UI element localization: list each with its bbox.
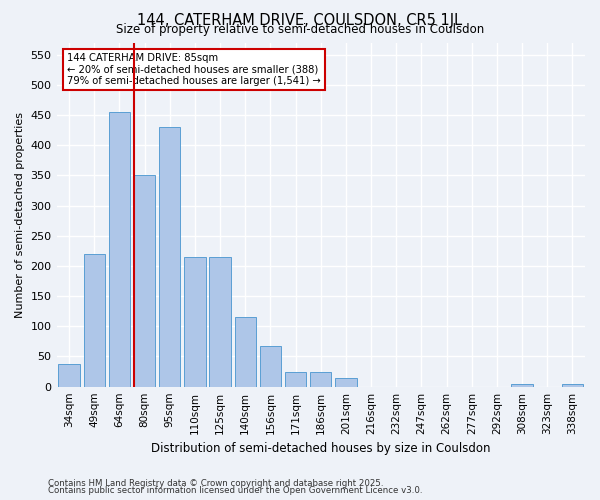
Bar bbox=[511, 384, 533, 386]
Bar bbox=[159, 127, 181, 386]
Bar bbox=[310, 372, 331, 386]
Text: Contains public sector information licensed under the Open Government Licence v3: Contains public sector information licen… bbox=[48, 486, 422, 495]
Bar bbox=[335, 378, 356, 386]
Text: Size of property relative to semi-detached houses in Coulsdon: Size of property relative to semi-detach… bbox=[116, 22, 484, 36]
Bar bbox=[235, 317, 256, 386]
Text: Contains HM Land Registry data © Crown copyright and database right 2025.: Contains HM Land Registry data © Crown c… bbox=[48, 478, 383, 488]
Bar bbox=[285, 372, 307, 386]
Text: 144 CATERHAM DRIVE: 85sqm
← 20% of semi-detached houses are smaller (388)
79% of: 144 CATERHAM DRIVE: 85sqm ← 20% of semi-… bbox=[67, 53, 321, 86]
Text: 144, CATERHAM DRIVE, COULSDON, CR5 1JL: 144, CATERHAM DRIVE, COULSDON, CR5 1JL bbox=[137, 12, 463, 28]
Bar bbox=[109, 112, 130, 386]
Bar bbox=[184, 257, 206, 386]
Bar bbox=[209, 257, 231, 386]
Bar bbox=[58, 364, 80, 386]
Bar bbox=[134, 176, 155, 386]
Y-axis label: Number of semi-detached properties: Number of semi-detached properties bbox=[15, 112, 25, 318]
X-axis label: Distribution of semi-detached houses by size in Coulsdon: Distribution of semi-detached houses by … bbox=[151, 442, 491, 455]
Bar bbox=[83, 254, 105, 386]
Bar bbox=[260, 346, 281, 387]
Bar bbox=[562, 384, 583, 386]
